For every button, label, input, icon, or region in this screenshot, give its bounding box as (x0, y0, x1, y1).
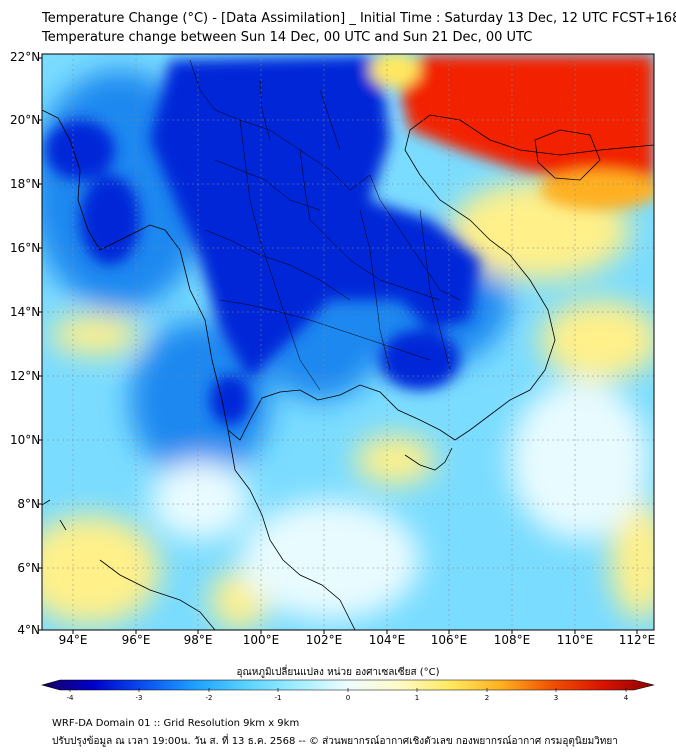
province-borders (189, 59, 461, 391)
colorbar-tick-1: 1 (414, 694, 420, 702)
chart-subtitle: Temperature change between Sun 14 Dec, 0… (42, 30, 533, 45)
lon-label-112e: 112°E (618, 633, 656, 647)
lon-label-106e: 106°E (430, 633, 468, 647)
lon-label-100e: 100°E (242, 633, 280, 647)
lon-label-104e: 104°E (368, 633, 406, 647)
lon-label-96e: 96°E (121, 633, 151, 647)
lat-label-6n: 6°N (17, 561, 40, 575)
map-gridlines (42, 54, 654, 630)
axis-ticks (38, 57, 638, 634)
lat-label-16n: 16°N (10, 241, 41, 255)
colorbar-tick-4: 4 (623, 694, 629, 702)
lon-label-102e: 102°E (305, 633, 343, 647)
colorbar-tick-3: 3 (553, 694, 559, 702)
colorbar-tick-2: 2 (484, 694, 490, 702)
lat-label-20n: 20°N (10, 113, 41, 127)
lon-label-110e: 110°E (556, 633, 594, 647)
lon-label-94e: 94°E (58, 633, 88, 647)
colorbar-tick-neg2: -2 (205, 694, 213, 702)
lon-label-98e: 98°E (183, 633, 213, 647)
colorbar-title: อุณหภูมิเปลี่ยนแปลง หน่วย องศาเซลเซียส (… (236, 667, 440, 678)
lat-label-8n: 8°N (17, 497, 40, 511)
lat-label-10n: 10°N (10, 433, 41, 447)
map-frame (41, 53, 655, 631)
lat-label-22n: 22°N (10, 50, 41, 64)
lat-label-4n: 4°N (17, 623, 40, 637)
colorbar-tick-neg4: -4 (66, 694, 74, 702)
lat-label-18n: 18°N (10, 177, 41, 191)
chart-title: Temperature Change (°C) - [Data Assimila… (42, 11, 676, 26)
lon-label-108e: 108°E (493, 633, 531, 647)
lat-label-12n: 12°N (10, 369, 41, 383)
colorbar-tick-0: 0 (345, 694, 351, 702)
coastlines (42, 109, 654, 630)
footer-update-info: ปรับปรุงข้อมูล ณ เวลา 19:00น. วัน ส. ที่… (52, 736, 618, 747)
colorbar-tick-neg1: -1 (274, 694, 282, 702)
temperature-field (42, 54, 654, 630)
colorbar-tick-neg3: -3 (135, 694, 143, 702)
lat-label-14n: 14°N (10, 305, 41, 319)
footer-model-info: WRF-DA Domain 01 :: Grid Resolution 9km … (52, 718, 300, 729)
